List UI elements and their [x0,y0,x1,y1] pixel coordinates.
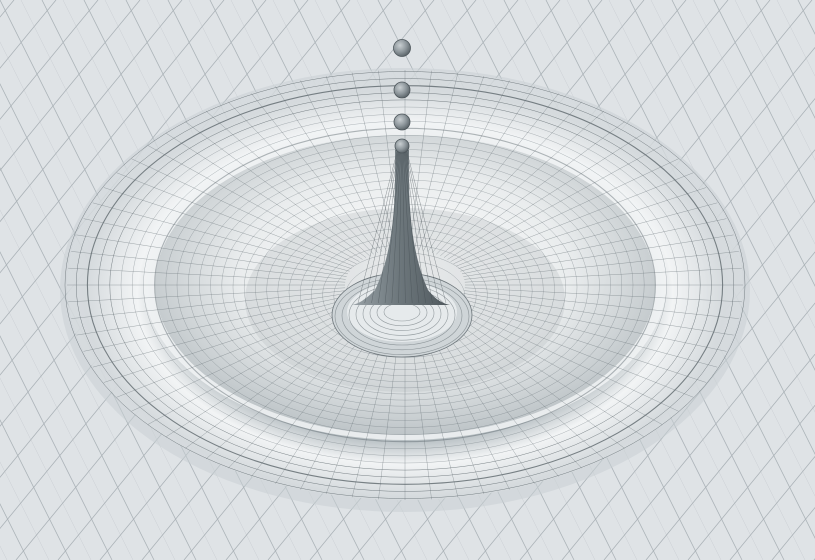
droplet-1 [393,39,411,57]
central-jet [331,150,473,358]
droplet-2 [393,81,411,99]
droplet-3 [393,113,411,131]
droplets [393,39,411,154]
droplet-4 [394,138,410,154]
mesh-spokes [67,70,743,500]
jet-column [352,150,450,305]
